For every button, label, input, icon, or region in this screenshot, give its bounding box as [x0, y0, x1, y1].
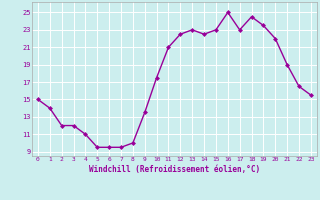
X-axis label: Windchill (Refroidissement éolien,°C): Windchill (Refroidissement éolien,°C) — [89, 165, 260, 174]
